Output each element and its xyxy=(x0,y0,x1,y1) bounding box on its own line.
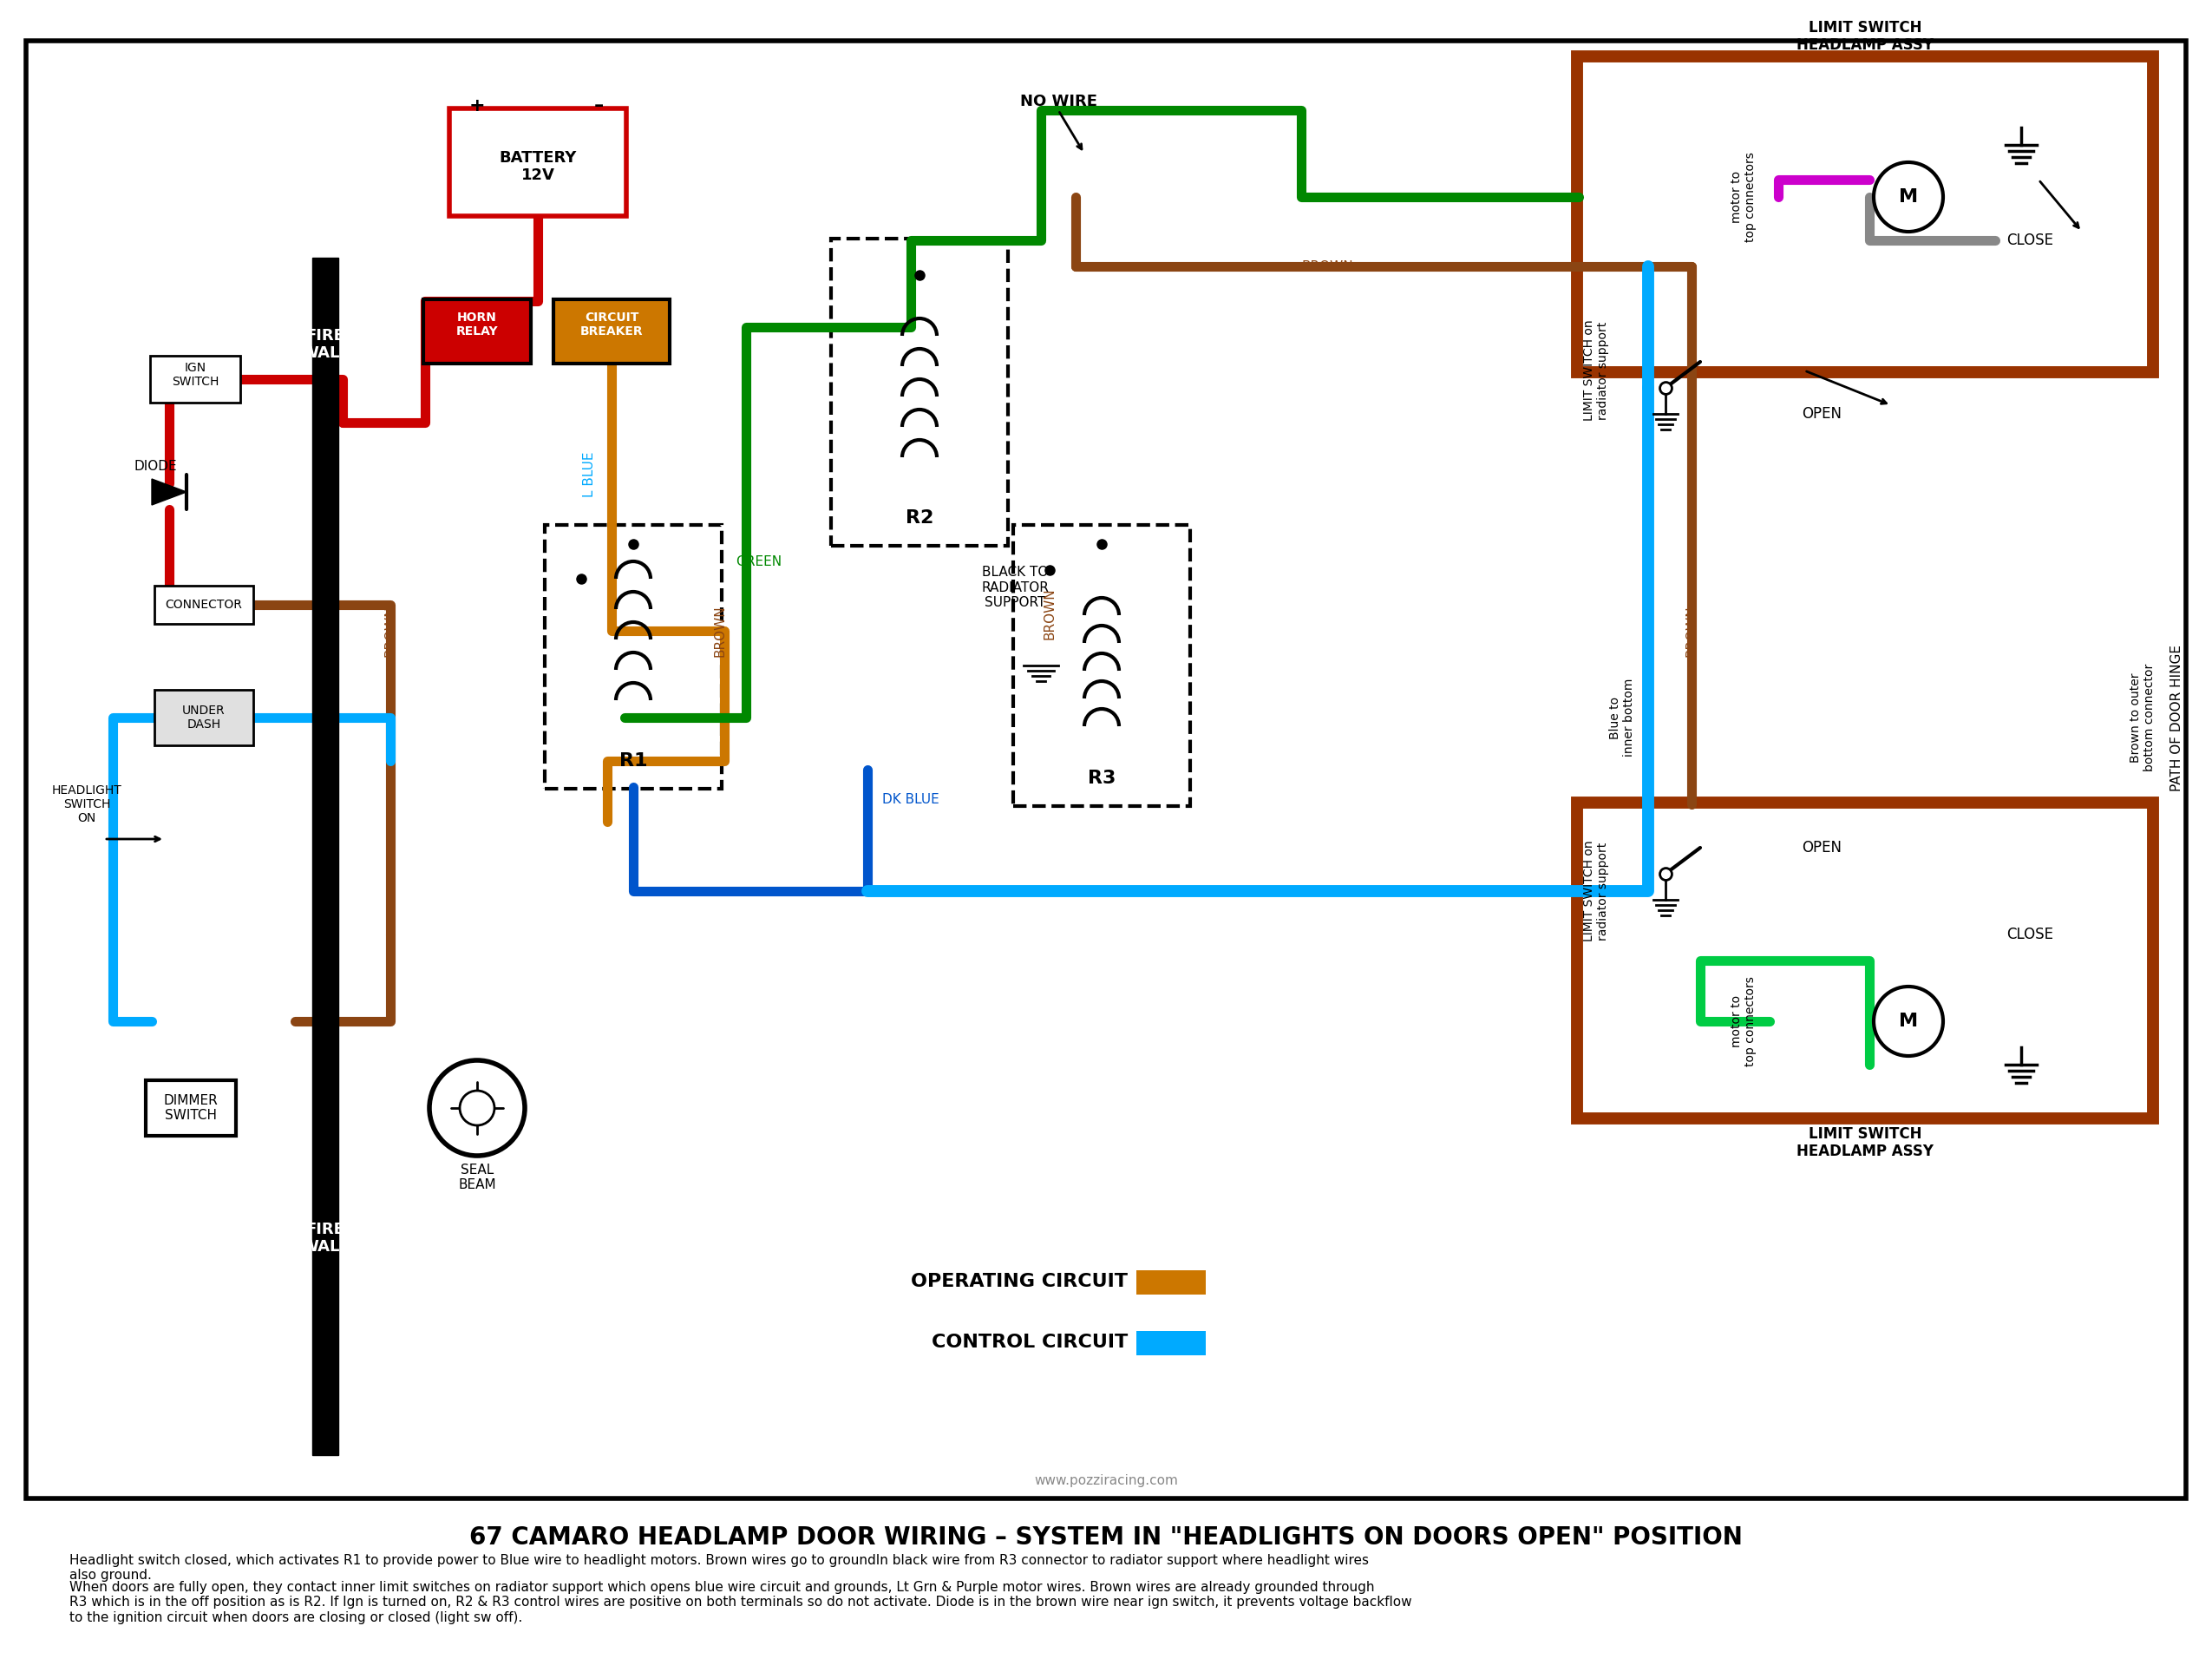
Text: BROWN: BROWN xyxy=(1301,259,1354,273)
Text: OPERATING CIRCUIT: OPERATING CIRCUIT xyxy=(911,1272,1128,1291)
Text: R2: R2 xyxy=(905,510,933,527)
FancyBboxPatch shape xyxy=(146,1080,237,1135)
Text: BROWN: BROWN xyxy=(1044,587,1055,639)
Text: FIRE
WALL: FIRE WALL xyxy=(301,1221,349,1256)
FancyBboxPatch shape xyxy=(155,691,254,746)
Polygon shape xyxy=(153,478,186,505)
Text: HEADLIGHT
SWITCH
ON: HEADLIGHT SWITCH ON xyxy=(51,784,122,824)
Text: R3: R3 xyxy=(1088,769,1115,788)
Circle shape xyxy=(1874,986,1942,1057)
Text: LIMIT SWITCH on
radiator support: LIMIT SWITCH on radiator support xyxy=(1584,841,1608,941)
Bar xyxy=(312,257,338,1455)
Circle shape xyxy=(460,1090,495,1125)
Circle shape xyxy=(429,1060,524,1155)
Text: Blue to
inner bottom: Blue to inner bottom xyxy=(1608,679,1635,757)
Text: BROWN: BROWN xyxy=(385,605,396,657)
Text: GREEN: GREEN xyxy=(737,555,783,568)
Text: +: + xyxy=(469,97,484,115)
Text: CLOSE: CLOSE xyxy=(2006,926,2053,943)
Text: CIRCUIT
BREAKER: CIRCUIT BREAKER xyxy=(580,311,644,338)
Text: OPEN: OPEN xyxy=(1803,406,1843,421)
Text: CONTROL CIRCUIT: CONTROL CIRCUIT xyxy=(931,1334,1128,1351)
Text: Headlight switch closed, which activates R1 to provide power to Blue wire to hea: Headlight switch closed, which activates… xyxy=(69,1553,1369,1582)
FancyBboxPatch shape xyxy=(27,40,2185,1498)
Text: LIMIT SWITCH on
radiator support: LIMIT SWITCH on radiator support xyxy=(1584,319,1608,421)
Text: CLOSE: CLOSE xyxy=(2006,232,2053,247)
Text: SEAL
BEAM: SEAL BEAM xyxy=(458,1164,495,1192)
FancyBboxPatch shape xyxy=(553,299,670,363)
Text: OPEN: OPEN xyxy=(1803,839,1843,856)
Text: PATH OF DOOR HINGE: PATH OF DOOR HINGE xyxy=(2170,644,2183,791)
Text: NO WIRE: NO WIRE xyxy=(1020,94,1097,109)
Text: HORN
RELAY: HORN RELAY xyxy=(456,311,498,338)
Text: motor to
top connectors: motor to top connectors xyxy=(1730,976,1756,1067)
Text: UNDER
DASH: UNDER DASH xyxy=(181,704,226,731)
Text: 67 CAMARO HEADLAMP DOOR WIRING – SYSTEM IN "HEADLIGHTS ON DOORS OPEN" POSITION: 67 CAMARO HEADLAMP DOOR WIRING – SYSTEM … xyxy=(469,1525,1743,1550)
Text: M: M xyxy=(1898,189,1918,206)
FancyBboxPatch shape xyxy=(544,525,721,789)
Text: FIRE
WALL: FIRE WALL xyxy=(301,328,349,361)
Text: BROWN: BROWN xyxy=(714,605,726,657)
FancyBboxPatch shape xyxy=(155,585,254,624)
Text: LIMIT SWITCH
HEADLAMP ASSY: LIMIT SWITCH HEADLAMP ASSY xyxy=(1796,1125,1933,1160)
Text: CONNECTOR: CONNECTOR xyxy=(166,599,243,610)
FancyBboxPatch shape xyxy=(1137,1271,1206,1294)
FancyBboxPatch shape xyxy=(1013,525,1190,806)
FancyBboxPatch shape xyxy=(449,109,626,216)
FancyBboxPatch shape xyxy=(150,356,241,403)
Text: R1: R1 xyxy=(619,752,648,769)
Text: IGN
SWITCH: IGN SWITCH xyxy=(173,361,219,388)
Text: When doors are fully open, they contact inner limit switches on radiator support: When doors are fully open, they contact … xyxy=(69,1582,1411,1624)
Text: DIODE: DIODE xyxy=(135,460,177,473)
Text: BATTERY
12V: BATTERY 12V xyxy=(500,150,577,184)
FancyBboxPatch shape xyxy=(832,239,1009,545)
Text: Brown to outer
bottom connector: Brown to outer bottom connector xyxy=(2130,664,2157,771)
Text: DK BLUE: DK BLUE xyxy=(883,794,940,806)
Text: motor to
top connectors: motor to top connectors xyxy=(1730,152,1756,242)
Text: M: M xyxy=(1898,1013,1918,1030)
Circle shape xyxy=(1874,162,1942,232)
Text: LIMIT SWITCH
HEADLAMP ASSY: LIMIT SWITCH HEADLAMP ASSY xyxy=(1796,20,1933,54)
Text: BROWN: BROWN xyxy=(1686,605,1699,657)
Text: www.pozziracing.com: www.pozziracing.com xyxy=(1033,1475,1179,1488)
Text: L BLUE: L BLUE xyxy=(584,451,597,497)
FancyBboxPatch shape xyxy=(1577,803,2152,1119)
Text: DIMMER
SWITCH: DIMMER SWITCH xyxy=(164,1093,219,1122)
Text: BLACK TO
RADIATOR
SUPPORT: BLACK TO RADIATOR SUPPORT xyxy=(982,565,1048,609)
FancyBboxPatch shape xyxy=(1137,1331,1206,1356)
FancyBboxPatch shape xyxy=(1577,57,2152,373)
FancyBboxPatch shape xyxy=(422,299,531,363)
Text: –: – xyxy=(593,97,604,115)
